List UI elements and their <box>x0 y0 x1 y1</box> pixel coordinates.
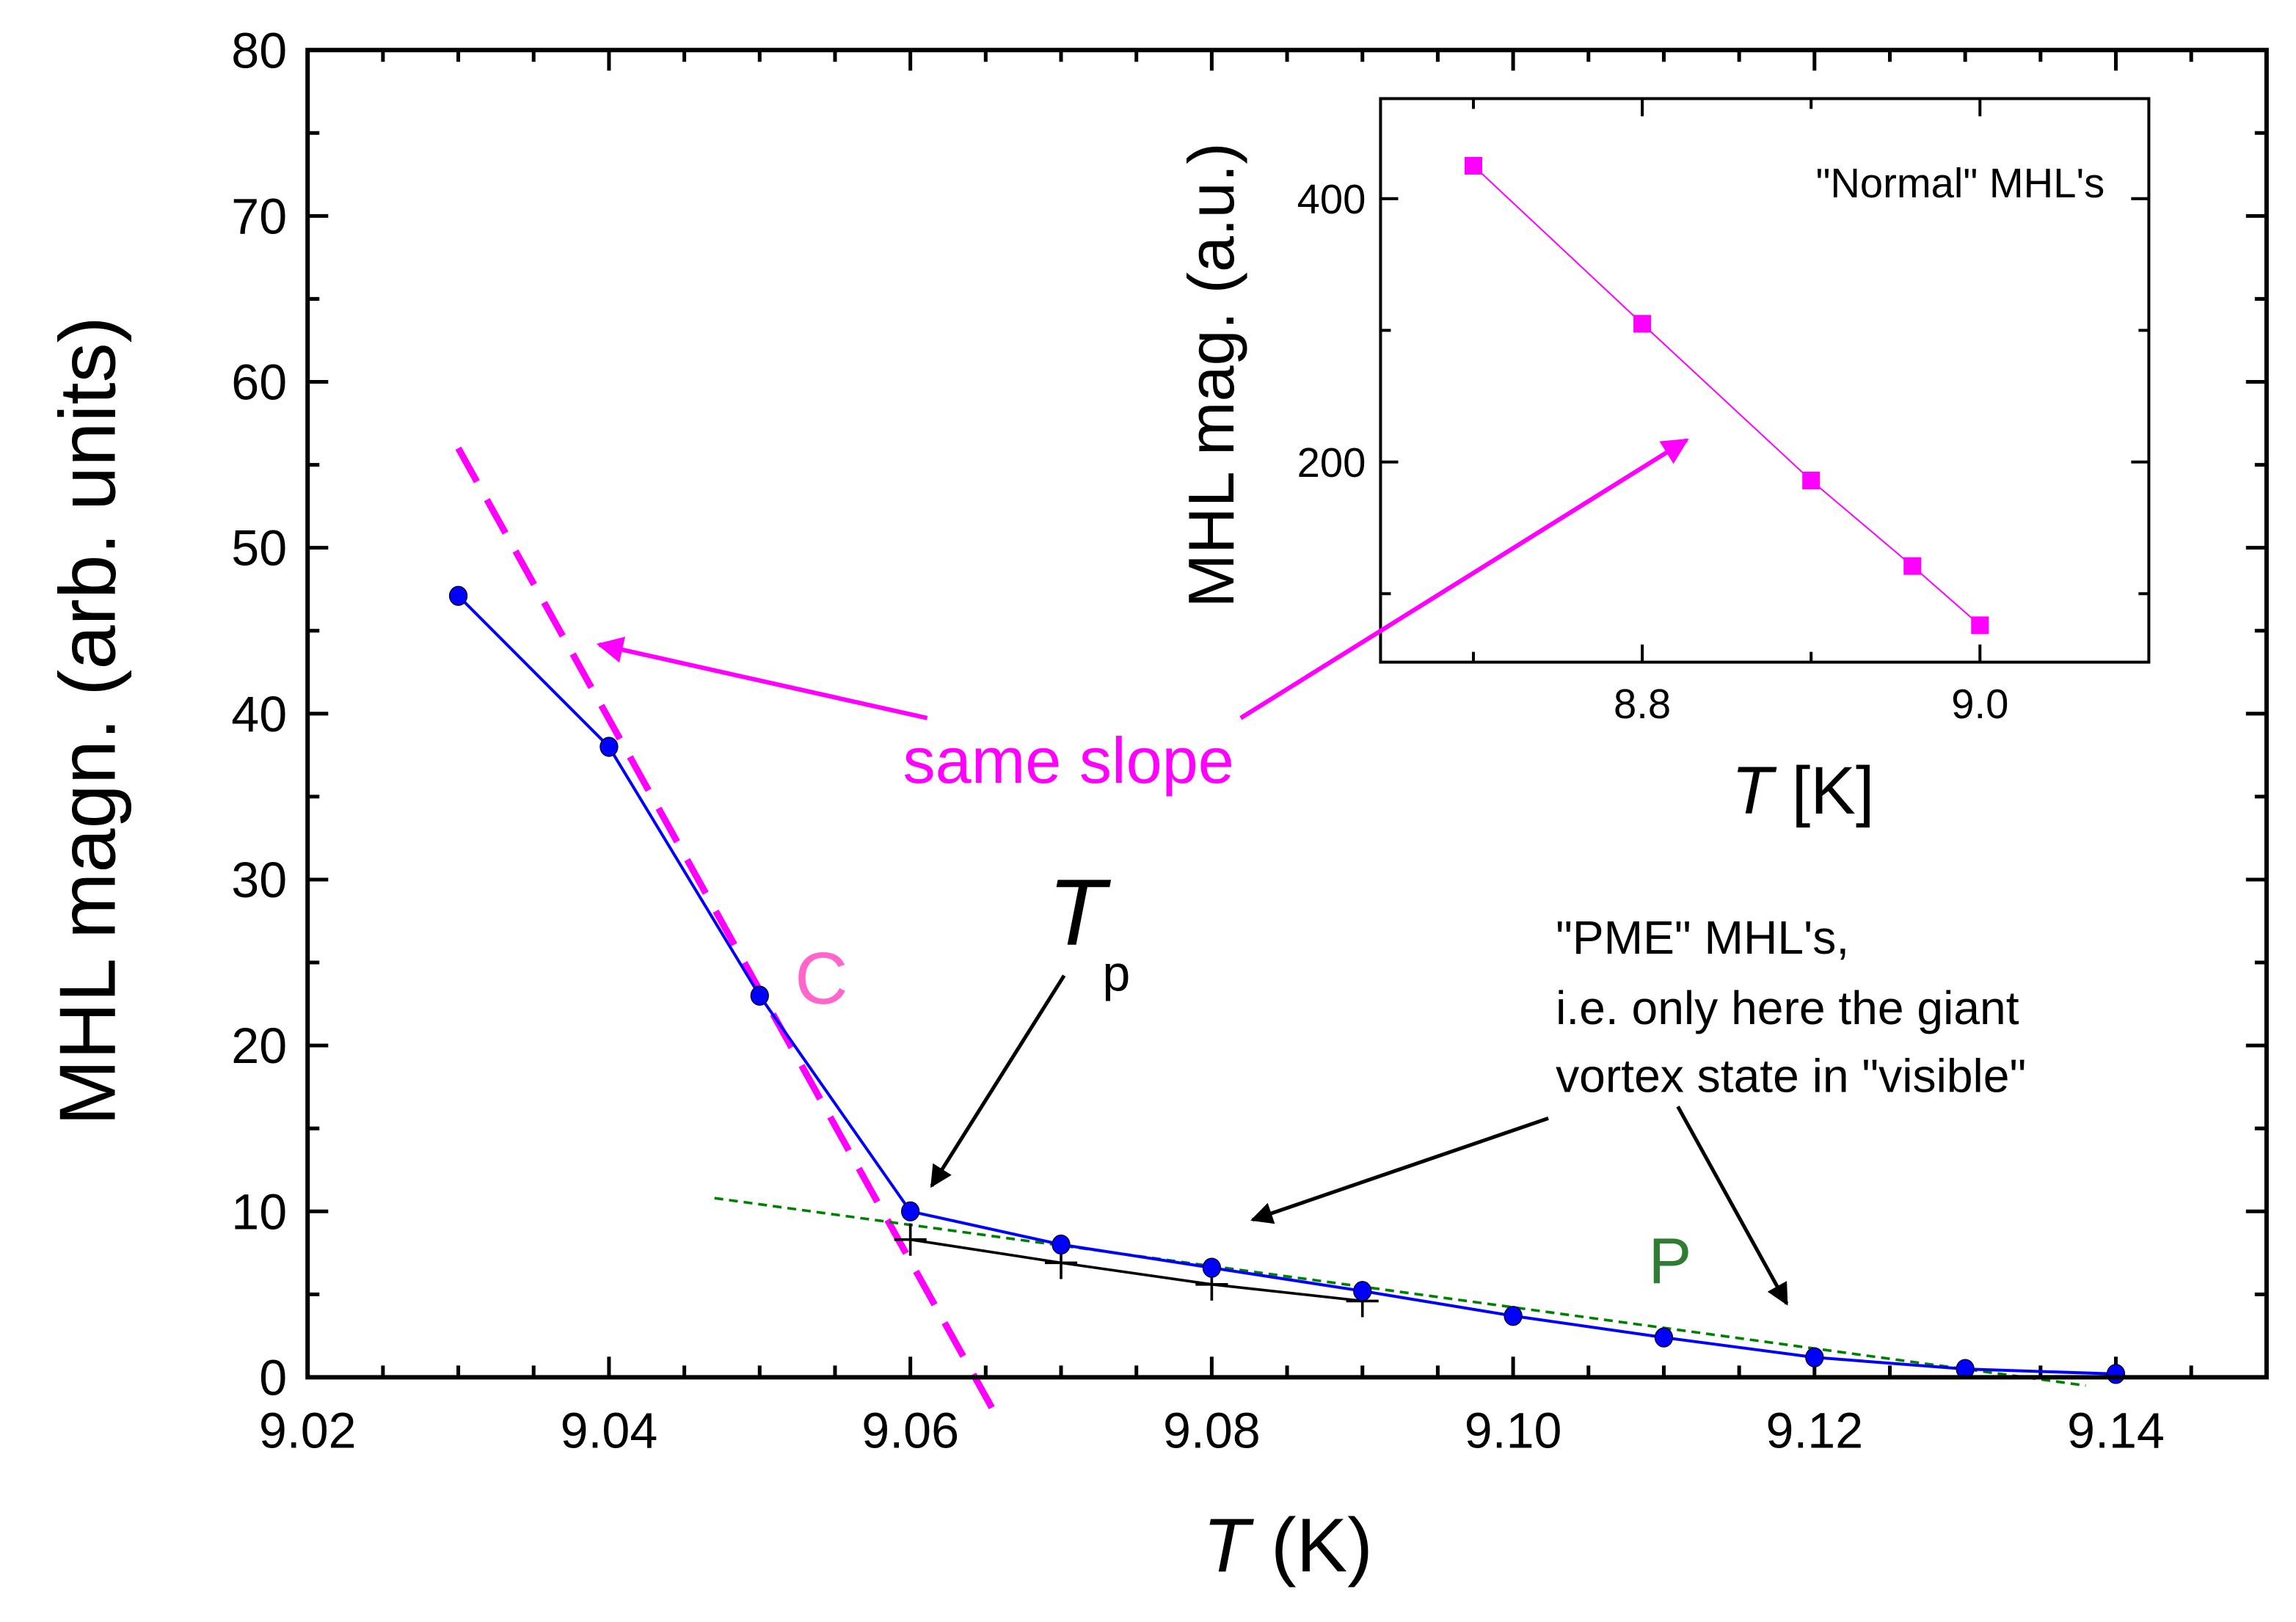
blue-data-point <box>1353 1281 1372 1301</box>
blue-data-point <box>1805 1347 1824 1367</box>
inset-data-point <box>1464 156 1483 175</box>
arrow-tp <box>930 974 1066 1188</box>
annotation-pme-1: "PME" MHL's, <box>1556 911 1849 964</box>
y-tick-label: 30 <box>231 852 287 908</box>
inset-chart: 8.8 9.0 200 400 T [K] MHL mag. (a.u.) "Normal"… <box>1175 97 2151 828</box>
blue-data-point <box>2106 1364 2126 1384</box>
inset-y-axis-label: MHL mag. (a.u.) <box>1175 142 1247 607</box>
cross-point <box>894 1223 927 1256</box>
arrow-pme-left <box>1250 1117 1549 1224</box>
y-tick-label: 80 <box>231 23 287 78</box>
x-tick-label: 9.02 <box>259 1403 357 1459</box>
inset-data-point <box>1633 315 1652 333</box>
x-tick-label: 9.10 <box>1465 1403 1562 1459</box>
annotation-pme-3: vortex state in "visible" <box>1556 1049 2026 1102</box>
inset-x-axis-label: T [K] <box>1732 752 1875 828</box>
annotation-tp: T <box>1048 861 1111 965</box>
arrow-pme-right <box>1676 1106 1789 1306</box>
y-tick-label: 0 <box>259 1350 287 1406</box>
blue-data-point <box>1052 1234 1071 1255</box>
x-tick-label: 9.12 <box>1765 1403 1863 1459</box>
blue-data-point <box>1202 1257 1222 1278</box>
inset-data-point <box>1802 471 1821 489</box>
y-tick-label: 40 <box>231 687 287 742</box>
y-tick-label: 10 <box>231 1184 287 1240</box>
annotation-p: P <box>1648 1224 1691 1297</box>
inset-data-point <box>1971 616 1989 635</box>
inset-title: "Normal" MHL's <box>1815 160 2104 206</box>
x-tick-label: 9.08 <box>1163 1403 1261 1459</box>
y-tick-label: 70 <box>231 189 287 244</box>
blue-data-point <box>750 985 769 1006</box>
x-tick-label: 9.14 <box>2067 1403 2165 1459</box>
inset-y-tick-label: 400 <box>1297 176 1366 222</box>
blue-data-point <box>448 585 468 606</box>
y-tick-label: 50 <box>231 521 287 577</box>
fit-line-p <box>714 1197 2086 1387</box>
arrow-same-slope-inset <box>1239 438 1689 720</box>
blue-data-point <box>1654 1327 1674 1348</box>
annotation-pme-2: i.e. only here the giant <box>1556 982 2019 1034</box>
main-plot-frame <box>305 48 2269 1380</box>
cross-series-line <box>910 1238 1363 1303</box>
inset-x-tick-label: 8.8 <box>1614 681 1671 727</box>
x-axis-label: T (K) <box>1203 1503 1373 1588</box>
inset-y-tick-label: 200 <box>1297 439 1366 486</box>
annotation-tp-sub: p <box>1102 946 1130 1001</box>
annotation-same-slope: same slope <box>903 724 1234 797</box>
annotation-c: C <box>795 938 848 1020</box>
inset-data-point <box>1903 557 1922 575</box>
x-tick-label: 9.06 <box>861 1403 959 1459</box>
y-tick-label: 20 <box>231 1018 287 1074</box>
blue-data-point <box>599 737 619 757</box>
inset-x-tick-label: 9.0 <box>1951 681 2008 727</box>
blue-data-point <box>901 1201 920 1221</box>
blue-series-line <box>457 594 2116 1376</box>
slope-line-c <box>455 446 1004 1425</box>
y-axis-label: MHL magn. (arb. units) <box>43 316 131 1125</box>
y-tick-label: 60 <box>231 355 287 411</box>
arrow-same-slope-left <box>596 637 928 720</box>
main-chart: 9.02 9.04 9.06 9.08 9.10 9.12 9.14 0 10 20 30 40 50 6… <box>43 23 2269 1588</box>
inset-frame <box>1379 97 2151 664</box>
x-tick-label: 9.04 <box>561 1403 658 1459</box>
blue-data-point <box>1504 1306 1523 1326</box>
